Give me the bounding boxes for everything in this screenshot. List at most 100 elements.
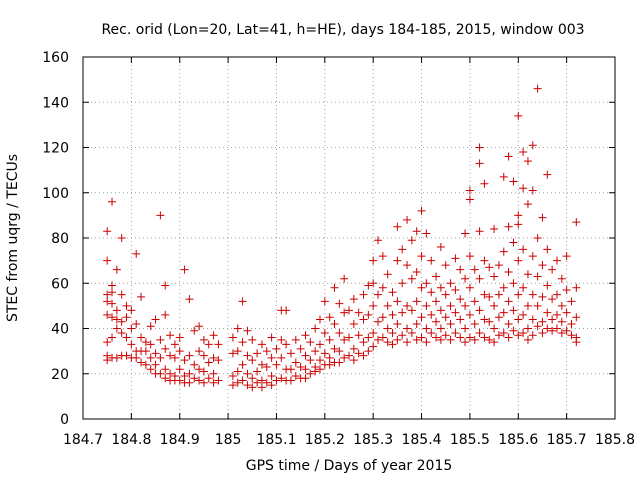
x-tick-label: 185.5	[450, 432, 490, 448]
data-point	[514, 211, 523, 220]
data-point	[509, 279, 518, 288]
data-point	[267, 372, 276, 381]
data-point	[262, 362, 271, 371]
data-point	[504, 319, 513, 328]
data-point	[190, 360, 199, 369]
data-point	[519, 148, 528, 157]
data-point	[523, 324, 532, 333]
data-point	[548, 265, 557, 274]
data-point	[548, 295, 557, 304]
data-point	[398, 331, 407, 340]
data-point	[122, 313, 131, 322]
data-point	[456, 265, 465, 274]
data-point	[519, 329, 528, 338]
data-point	[161, 365, 170, 374]
data-point	[190, 326, 199, 335]
data-point	[436, 306, 445, 315]
data-point	[364, 333, 373, 342]
data-point	[490, 301, 499, 310]
data-point	[335, 299, 344, 308]
data-point	[451, 286, 460, 295]
data-point	[349, 319, 358, 328]
data-point	[461, 338, 470, 347]
data-point	[519, 283, 528, 292]
data-point	[306, 338, 315, 347]
data-point	[412, 227, 421, 236]
data-point	[388, 288, 397, 297]
data-point	[407, 274, 416, 283]
data-point	[528, 186, 537, 195]
data-point	[490, 324, 499, 333]
data-point	[538, 329, 547, 338]
data-point	[364, 310, 373, 319]
data-point	[233, 378, 242, 387]
data-point	[470, 335, 479, 344]
data-point	[262, 378, 271, 387]
data-point	[504, 222, 513, 231]
data-point	[412, 267, 421, 276]
data-point	[432, 272, 441, 281]
data-point	[296, 362, 305, 371]
data-point	[228, 381, 237, 390]
data-point	[340, 308, 349, 317]
data-point	[103, 297, 112, 306]
data-point	[407, 329, 416, 338]
data-point	[393, 256, 402, 265]
data-point	[137, 333, 146, 342]
axis-ticks	[82, 56, 616, 420]
data-point	[538, 261, 547, 270]
data-point	[383, 301, 392, 310]
data-point	[562, 252, 571, 261]
data-point	[393, 222, 402, 231]
data-point	[320, 349, 329, 358]
data-point	[407, 306, 416, 315]
data-point	[422, 279, 431, 288]
data-point	[504, 152, 513, 161]
data-point	[485, 292, 494, 301]
data-point	[195, 347, 204, 356]
data-point	[156, 353, 165, 362]
data-point	[369, 256, 378, 265]
data-point	[432, 297, 441, 306]
data-point	[146, 340, 155, 349]
data-point	[456, 315, 465, 324]
x-tick-label: 185.7	[547, 432, 587, 448]
data-point	[311, 324, 320, 333]
data-point	[523, 270, 532, 279]
data-point	[552, 256, 561, 265]
data-point	[364, 347, 373, 356]
data-point	[137, 292, 146, 301]
data-point	[282, 340, 291, 349]
data-point	[475, 306, 484, 315]
data-point	[528, 290, 537, 299]
data-point	[514, 331, 523, 340]
data-point	[282, 306, 291, 315]
y-tick-label: 20	[51, 367, 69, 383]
data-point	[325, 353, 334, 362]
data-point	[306, 356, 315, 365]
data-point	[122, 351, 131, 360]
data-point	[112, 265, 121, 274]
data-point	[490, 224, 499, 233]
x-tick-label: 185.1	[256, 432, 296, 448]
data-point	[214, 376, 223, 385]
data-point	[494, 261, 503, 270]
data-point	[475, 159, 484, 168]
data-point	[209, 353, 218, 362]
data-point	[175, 376, 184, 385]
data-point	[325, 360, 334, 369]
data-point	[432, 333, 441, 342]
data-point	[393, 319, 402, 328]
data-point	[315, 356, 324, 365]
data-point	[267, 381, 276, 390]
data-point	[195, 376, 204, 385]
data-point	[238, 376, 247, 385]
data-point	[543, 245, 552, 254]
data-point	[243, 381, 252, 390]
data-point	[238, 297, 247, 306]
data-point	[446, 335, 455, 344]
data-point	[325, 313, 334, 322]
data-point	[315, 365, 324, 374]
data-point	[572, 338, 581, 347]
data-point	[456, 333, 465, 342]
